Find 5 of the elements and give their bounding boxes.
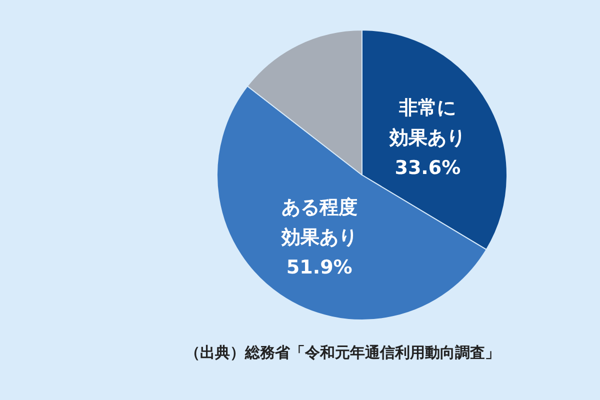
- slice-label: 非常に効果あり: [388, 96, 466, 149]
- slice-label: ある程度効果あり: [280, 196, 358, 248]
- text: （出典）総務省「令和元年通信利用動向調査」: [185, 344, 500, 362]
- data-label: 33.6%: [394, 156, 461, 179]
- data-label: 51.9%: [286, 256, 352, 278]
